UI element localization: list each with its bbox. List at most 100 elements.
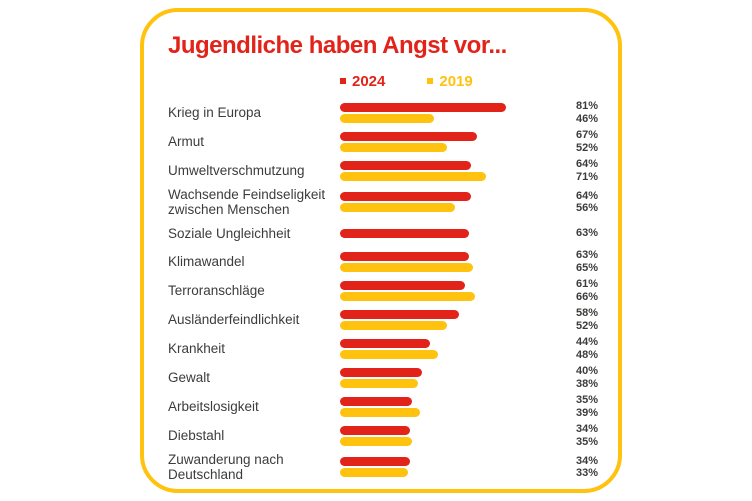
value-2019: 65% [576, 261, 599, 274]
category-label: Gewalt [168, 370, 211, 385]
bar-group [340, 457, 576, 477]
chart-title: Jugendliche haben Angst vor... [168, 32, 507, 59]
legend-label-2019: 2019 [439, 72, 473, 90]
chart-legend: 2024 2019 [340, 72, 610, 90]
value-labels: 40% 38% [576, 365, 610, 390]
chart-row: Umweltverschmutzung 64% 71% [168, 158, 610, 183]
value-2024: 34% [576, 454, 599, 467]
bar-2019 [340, 291, 476, 301]
category-label: Zuwanderung nach Deutschland [168, 452, 284, 482]
chart-row: Soziale Ungleichheit 63% [168, 221, 610, 245]
bar-group [340, 160, 576, 181]
value-2019: 33% [576, 467, 599, 479]
bar-2024 [340, 309, 459, 319]
value-labels: 58% 52% [576, 307, 610, 332]
bar-2019 [340, 203, 455, 212]
value-2019: 52% [576, 319, 599, 332]
bar-2019 [340, 378, 418, 388]
bar-2024 [340, 367, 422, 377]
value-labels: 67% 52% [576, 129, 610, 154]
infographic-card: Jugendliche haben Angst vor... 2024 2019… [140, 8, 622, 493]
legend-swatch-2019-icon [427, 78, 434, 84]
legend-item-2024: 2024 [340, 73, 385, 90]
value-labels: 44% 48% [576, 336, 610, 361]
value-2019: 52% [576, 141, 599, 154]
legend-swatch-2024-icon [340, 78, 346, 84]
bar-2024 [340, 102, 507, 112]
value-2019: 66% [576, 290, 599, 303]
value-2024: 63% [576, 226, 599, 239]
chart-row: Krieg in Europa 81% 46% [168, 100, 610, 125]
bar-group [340, 228, 576, 238]
value-labels: 64% 71% [576, 158, 610, 183]
bar-2024 [340, 457, 410, 466]
bar-2019 [340, 320, 447, 330]
bar-group [340, 338, 576, 359]
value-2024: 58% [576, 307, 599, 319]
bar-2019 [340, 349, 439, 359]
category-label: Wachsende Feindseligkeit zwischen Mensch… [168, 187, 326, 217]
value-labels: 64% 56% [576, 190, 610, 215]
category-label: Arbeitslosigkeit [168, 399, 259, 414]
value-2024: 44% [576, 336, 599, 348]
chart-row: Klimawandel 63% 65% [168, 249, 610, 274]
value-2024: 63% [576, 249, 599, 261]
bar-2024 [340, 396, 412, 406]
legend-label-2024: 2024 [352, 72, 386, 90]
bar-group [340, 251, 576, 272]
value-2019: 35% [576, 435, 599, 448]
bar-group [340, 192, 576, 212]
value-2024: 64% [576, 189, 599, 202]
value-labels: 61% 66% [576, 278, 610, 303]
value-2024: 35% [576, 394, 599, 406]
legend-item-2019: 2019 [427, 72, 473, 90]
value-labels: 34% 33% [576, 455, 610, 480]
category-label: Krieg in Europa [168, 105, 262, 120]
bar-2024 [340, 280, 466, 290]
chart-row: Ausländerfeindlichkeit 58% 52% [168, 307, 610, 332]
bar-group [340, 367, 576, 388]
category-label: Klimawandel [168, 254, 245, 269]
category-label: Armut [168, 134, 205, 149]
value-2024: 67% [576, 129, 599, 141]
bar-2019 [340, 262, 474, 272]
bar-2024 [340, 160, 472, 170]
bar-2024 [340, 192, 472, 201]
value-2019: 48% [576, 348, 599, 361]
chart-row: Armut 67% 52% [168, 129, 610, 154]
bar-2024 [340, 338, 431, 348]
chart-row: Wachsende Feindseligkeit zwischen Mensch… [168, 187, 610, 217]
chart-rows: Krieg in Europa 81% 46% Armut 67% 52% Umweltve… [168, 100, 610, 482]
value-2019: 39% [576, 406, 599, 419]
value-2019: 46% [576, 112, 599, 125]
value-labels: 34% 35% [576, 423, 610, 448]
chart-row: Arbeitslosigkeit 35% 39% [168, 394, 610, 419]
value-2024: 64% [576, 158, 599, 170]
value-labels: 81% 46% [576, 100, 610, 125]
bar-2024 [340, 251, 470, 261]
bar-2019 [340, 113, 435, 123]
value-labels: 35% 39% [576, 394, 610, 419]
bar-2024 [340, 425, 410, 435]
category-label: Umweltverschmutzung [168, 163, 305, 178]
bar-2019 [340, 468, 408, 477]
bar-2024 [340, 228, 470, 238]
value-2024: 81% [576, 100, 599, 112]
bar-2019 [340, 142, 447, 152]
category-label: Terroranschläge [168, 283, 265, 298]
bar-group [340, 131, 576, 152]
chart-row: Krankheit 44% 48% [168, 336, 610, 361]
bar-2019 [340, 171, 486, 181]
category-label: Soziale Ungleichheit [168, 225, 291, 241]
value-labels: 63% 65% [576, 249, 610, 274]
value-2019: 38% [576, 377, 599, 390]
chart-row: Terroranschläge 61% 66% [168, 278, 610, 303]
bar-group [340, 102, 576, 123]
bar-group [340, 425, 576, 446]
category-label: Ausländerfeindlichkeit [168, 312, 300, 327]
value-labels: 63% [576, 227, 610, 240]
category-label: Krankheit [168, 341, 226, 356]
category-label: Diebstahl [168, 428, 225, 443]
bar-group [340, 396, 576, 417]
bar-2019 [340, 407, 420, 417]
